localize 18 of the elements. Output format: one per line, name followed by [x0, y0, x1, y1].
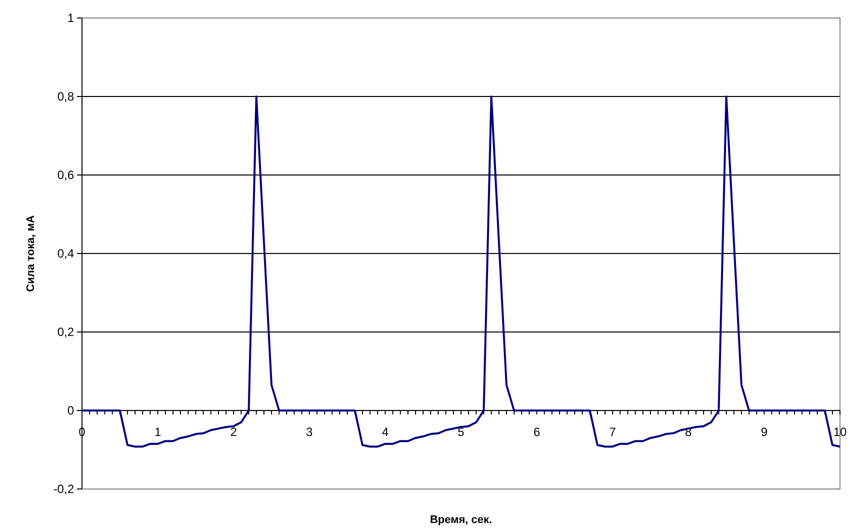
y-axis-title: Сила тока, мА — [25, 215, 37, 292]
x-tick-label: 9 — [760, 425, 768, 440]
y-tick-label: -0,2 — [53, 482, 74, 496]
y-tick-label: 0,4 — [57, 246, 74, 260]
x-tick-label: 4 — [382, 425, 389, 440]
x-axis-title: Время, сек. — [430, 514, 492, 526]
y-tick-label: 1 — [67, 10, 74, 25]
y-tick-label: 0 — [67, 403, 74, 418]
x-tick-label: 6 — [533, 425, 540, 440]
x-tick-label: 3 — [306, 425, 314, 440]
x-tick-label: 10 — [833, 425, 847, 440]
y-tick-label: 0,8 — [57, 89, 74, 104]
x-tick-label: 7 — [609, 425, 616, 440]
x-tick-label: 1 — [154, 425, 162, 440]
y-tick-label: 0,2 — [57, 324, 74, 339]
y-tick-label: 0,6 — [57, 168, 74, 182]
x-tick-label: 5 — [458, 425, 465, 440]
x-tick-label: 2 — [230, 425, 238, 440]
